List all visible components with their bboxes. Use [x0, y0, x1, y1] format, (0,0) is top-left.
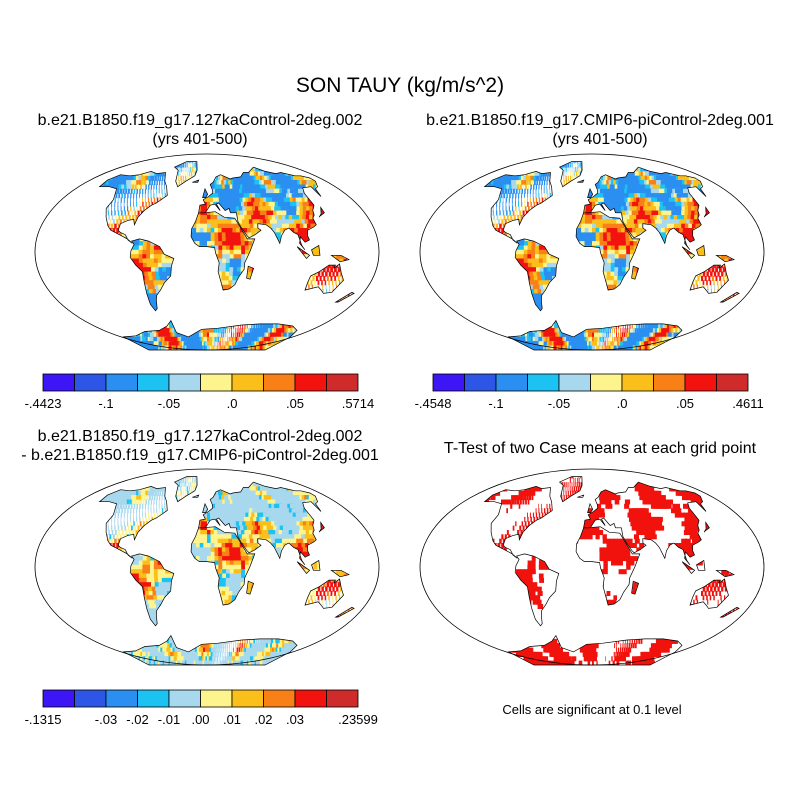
- colorbar-tick-label: -.02: [126, 712, 148, 727]
- colorbar-swatch: [168, 689, 201, 708]
- map-border: [419, 468, 765, 666]
- colorbar-swatch: [294, 373, 327, 392]
- colorbar-swatch: [432, 373, 465, 392]
- colorbar-swatch: [294, 689, 327, 708]
- colorbar-tick-label: .5714: [342, 396, 375, 411]
- colorbar-tick-label: -.01: [158, 712, 180, 727]
- colorbar-swatch: [42, 373, 75, 392]
- coastline: [98, 161, 355, 351]
- panel-title-line: - b.e21.B1850.f19_g17.CMIP6-piControl-2d…: [21, 447, 379, 464]
- colorbar-tick-label: -.4548: [415, 396, 452, 411]
- colorbar-swatch: [621, 373, 654, 392]
- colorbar-tick-label: -.03: [95, 712, 117, 727]
- panel-title-line: b.e21.B1850.f19_g17.127kaControl-2deg.00…: [37, 112, 363, 129]
- colorbar-swatch: [263, 689, 296, 708]
- panel-title-line: (yrs 401-500): [552, 131, 648, 148]
- colorbar-swatch: [464, 373, 497, 392]
- colorbar-swatch: [684, 373, 717, 392]
- colorbar-swatch: [74, 689, 107, 708]
- map-case1: [34, 153, 380, 351]
- coastline: [483, 476, 740, 666]
- colorbar-case1: -.4423 -.1 -.05 .0 .05 .5714: [25, 373, 375, 411]
- colorbar-tick-label: .02: [254, 712, 272, 727]
- colorbar-swatch: [495, 373, 528, 392]
- map-case2: [419, 153, 765, 351]
- panel-title-line: T-Test of two Case means at each grid po…: [443, 440, 757, 457]
- colorbar-swatch: [263, 373, 296, 392]
- colorbar-difference: -.1315 -.03 -.02 -.01 .00 .01 .02 .03 .23599: [25, 689, 378, 727]
- colorbar-swatch: [326, 689, 359, 708]
- coastline: [483, 161, 740, 351]
- panel-title-case1: b.e21.B1850.f19_g17.127kaControl-2deg.00…: [0, 111, 400, 149]
- colorbar-tick-label: -.1: [98, 396, 113, 411]
- panel-title-case2: b.e21.B1850.f19_g17.CMIP6-piControl-2deg…: [400, 111, 800, 149]
- panel-title-difference: b.e21.B1850.f19_g17.127kaControl-2deg.00…: [0, 427, 400, 465]
- colorbar-swatch: [527, 373, 560, 392]
- colorbar-swatch: [200, 373, 233, 392]
- colorbar-tick-label: .01: [223, 712, 241, 727]
- colorbar-tick-label: .03: [286, 712, 304, 727]
- colorbar-swatch: [326, 373, 359, 392]
- colorbar-case2: -.4548 -.1 -.05 .0 .05 .4611: [415, 373, 764, 411]
- colorbar-tick-label: .05: [676, 396, 694, 411]
- colorbar-swatch: [653, 373, 686, 392]
- map-border: [34, 468, 380, 666]
- colorbar-tick-label: -.1315: [25, 712, 62, 727]
- colorbar-tick-label: -.05: [548, 396, 570, 411]
- panel-title-ttest: T-Test of two Case means at each grid po…: [400, 439, 800, 458]
- colorbar-swatch: [137, 689, 170, 708]
- colorbar-swatch: [105, 373, 138, 392]
- map-ttest: [419, 468, 765, 666]
- colorbar-swatch: [231, 689, 264, 708]
- map-border: [419, 153, 765, 351]
- colorbar-tick-label: .00: [191, 712, 209, 727]
- colorbar-tick-label: -.05: [158, 396, 180, 411]
- colorbar-swatch: [168, 373, 201, 392]
- colorbar-swatch: [137, 373, 170, 392]
- colorbar-swatch: [231, 373, 264, 392]
- colorbar-swatch: [42, 689, 75, 708]
- panel-title-line: b.e21.B1850.f19_g17.CMIP6-piControl-2deg…: [426, 112, 774, 129]
- colorbar-tick-label: .0: [227, 396, 238, 411]
- map-difference: [34, 468, 380, 666]
- colorbar-swatch: [200, 689, 233, 708]
- panel-title-line: (yrs 401-500): [152, 131, 248, 148]
- colorbar-tick-label: -.1: [488, 396, 503, 411]
- colorbar-tick-label: .4611: [732, 396, 764, 411]
- colorbar-swatch: [74, 373, 107, 392]
- colorbar-tick-label: .23599: [338, 712, 378, 727]
- colorbar-tick-label: .05: [286, 396, 304, 411]
- main-title: SON TAUY (kg/m/s^2): [295, 74, 505, 97]
- colorbar-swatch: [716, 373, 749, 392]
- colorbar-swatch: [590, 373, 623, 392]
- panel-title-line: b.e21.B1850.f19_g17.127kaControl-2deg.00…: [37, 428, 363, 445]
- colorbar-swatch: [105, 689, 138, 708]
- colorbar-tick-label: .0: [617, 396, 628, 411]
- map-border: [34, 153, 380, 351]
- significance-note: Cells are significant at 0.1 level: [502, 702, 682, 717]
- coastline: [98, 476, 355, 666]
- colorbar-tick-label: -.4423: [25, 396, 62, 411]
- colorbar-swatch: [558, 373, 591, 392]
